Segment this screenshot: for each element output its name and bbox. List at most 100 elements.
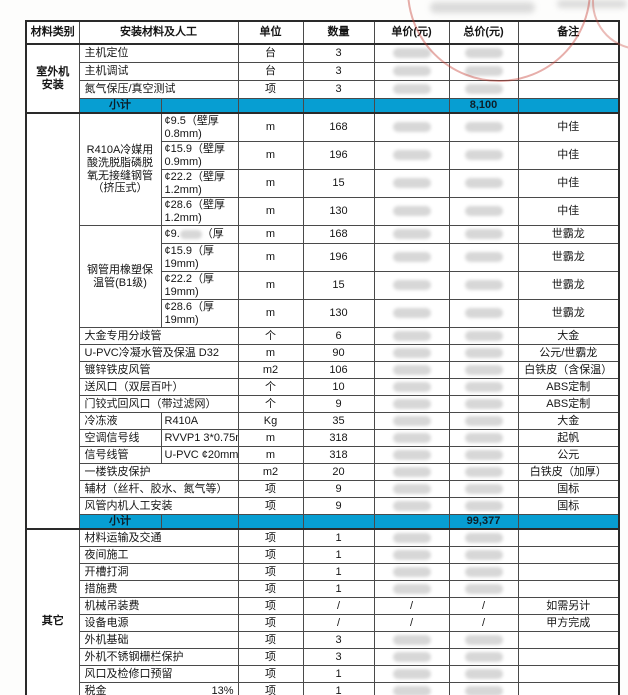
cell-total-price-redacted [448, 631, 519, 649]
redacted-value [392, 500, 431, 511]
redacted-value [392, 122, 431, 133]
cell-remark [517, 648, 620, 666]
cell-total-price-redacted [448, 344, 519, 362]
cell-qty: 130 [302, 197, 375, 226]
cell-unit-price-redacted [373, 528, 450, 547]
cell-unit: 个 [237, 395, 304, 413]
cell-unit-price-redacted [373, 299, 450, 328]
cell-qty: 1 [302, 546, 375, 564]
cell-qty: 318 [302, 446, 375, 464]
table-row: 空调信号线 RVVP1 3*0.75mm m 318 起帆 [26, 429, 620, 447]
cell-item-name: 门铰式回风口（带过滤网） [78, 395, 239, 413]
cell-total-price-redacted [448, 378, 519, 396]
col-header-materials-labor: 安装材料及人工 [78, 20, 239, 45]
redacted-value [392, 668, 431, 679]
col-header-unit: 单位 [237, 20, 304, 45]
col-header-quantity: 数量 [302, 20, 375, 45]
cell-unit: 个 [237, 378, 304, 396]
cell-item-name: 材料运输及交通 [78, 528, 239, 547]
cell-item-name: 风管内机人工安装 [78, 497, 239, 515]
cell-remark: 世霸龙 [517, 271, 620, 300]
col-header-unit-price: 单价(元) [373, 20, 450, 45]
table-row: 其它 材料运输及交通 项 1 [25, 528, 620, 695]
subtotal-blank [517, 98, 620, 114]
cell-unit: 项 [237, 497, 304, 515]
cell-qty: 3 [302, 43, 375, 63]
scan-smudge [557, 0, 627, 8]
cell-qty: 168 [302, 225, 375, 244]
cell-qty: 15 [302, 271, 375, 300]
cell-spec: ¢9.5（壁厚0.8mm) [160, 112, 239, 142]
redacted-value [392, 532, 431, 543]
redacted-value [392, 330, 431, 341]
cell-total-price-redacted [448, 546, 519, 564]
cell-qty: 168 [302, 112, 375, 142]
redacted-value [464, 308, 503, 319]
cell-remark [517, 80, 620, 99]
redacted-value [464, 280, 503, 291]
cell-qty: 20 [302, 463, 375, 481]
cell-total-price-redacted [448, 580, 519, 598]
cell-unit: m [237, 243, 304, 272]
cell-total-price-redacted [448, 446, 519, 464]
cell-remark: 白铁皮（含保温） [517, 361, 620, 379]
spec-text: ¢9. [164, 228, 180, 241]
subtotal-value: 8,100 [448, 98, 519, 114]
cell-unit-price-redacted [373, 112, 450, 142]
cell-total-price-redacted [448, 528, 519, 547]
cell-unit-price-redacted [373, 563, 450, 581]
cell-unit: 项 [237, 682, 304, 695]
pipe-group-label: 钢管用橡塑保温管(B1级) [78, 225, 162, 328]
cell-unit-price-redacted [373, 480, 450, 498]
cell-remark: ABS定制 [517, 395, 620, 413]
cell-unit: 个 [237, 327, 304, 345]
cell-unit: m [237, 169, 304, 198]
cell-remark [517, 682, 620, 695]
cell-total-price-redacted [448, 682, 519, 695]
table-row: 钢管用橡塑保温管(B1级) ¢9. （厚 m 168 世霸龙 [26, 225, 620, 328]
cell-qty: / [302, 614, 375, 632]
section-label-other: 其它 [25, 528, 80, 695]
cell-total-price-redacted [448, 412, 519, 430]
subtotal-blank [160, 98, 239, 114]
cell-qty: 15 [302, 169, 375, 198]
subtotal-blank [373, 98, 450, 114]
cell-spec: ¢15.9（壁厚0.9mm) [160, 141, 239, 170]
cell-unit: Kg [237, 412, 304, 430]
cell-unit-price-redacted [373, 648, 450, 666]
cell-remark: 起帆 [517, 429, 620, 447]
subtotal-blank [302, 514, 375, 530]
cell-unit: m [237, 197, 304, 226]
cell-remark [517, 528, 620, 547]
cell-unit-price-redacted [373, 43, 450, 63]
redacted-value [464, 330, 503, 341]
cell-item-name: 送风口（双层百叶） [78, 378, 239, 396]
cell-remark [517, 631, 620, 649]
cell-qty: 196 [302, 243, 375, 272]
cell-unit: m [237, 344, 304, 362]
cell-unit-price-redacted [373, 429, 450, 447]
redacted-value [392, 308, 431, 319]
cell-spec: ¢28.6（厚19mm) [160, 299, 239, 328]
cell-unit: 项 [237, 80, 304, 99]
table-row: 辅材（丝杆、胶水、氮气等） 项 9 国标 [26, 480, 620, 498]
redacted-value [464, 483, 503, 494]
cell-unit: m [237, 112, 304, 142]
subtotal-blank [373, 514, 450, 530]
redacted-value [392, 466, 431, 477]
cell-item-name: 信号线管 [78, 446, 162, 464]
redacted-value [464, 364, 503, 375]
redacted-value [464, 398, 503, 409]
cell-qty: 1 [302, 580, 375, 598]
cell-unit-price-redacted [373, 631, 450, 649]
cell-total-price-redacted [448, 271, 519, 300]
redacted-value [464, 583, 503, 594]
cell-unit-price-redacted [373, 395, 450, 413]
cell-remark: 大金 [517, 327, 620, 345]
redacted-value [464, 252, 503, 263]
cell-spec-partially-redacted: ¢9. （厚 [160, 225, 239, 244]
redacted-value [392, 150, 431, 161]
cell-qty: 35 [302, 412, 375, 430]
col-header-remark: 备注 [517, 20, 620, 45]
